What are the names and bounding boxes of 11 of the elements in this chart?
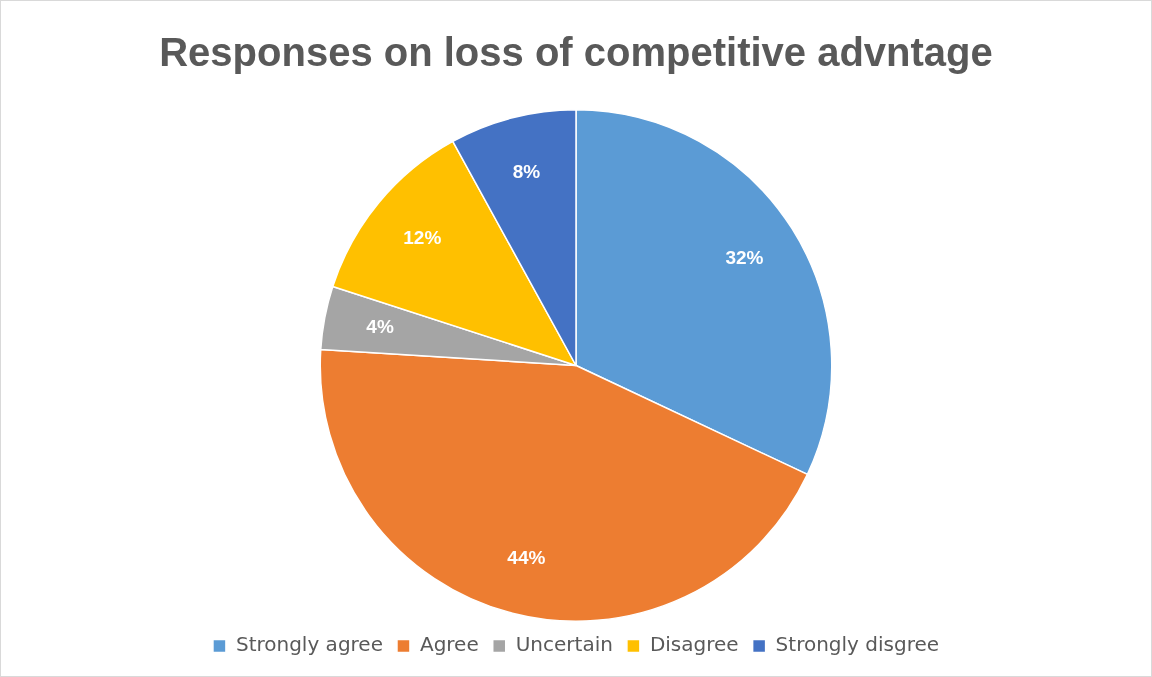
data-label: 32% xyxy=(725,246,764,268)
legend-label: Strongly agree xyxy=(235,632,383,657)
legend-label: Agree xyxy=(419,632,479,657)
data-label: 44% xyxy=(507,546,546,568)
data-label: 4% xyxy=(366,316,394,338)
legend-label: Disagree xyxy=(649,632,739,657)
legend-label: Uncertain xyxy=(515,632,613,657)
data-label: 12% xyxy=(403,226,442,248)
legend-label: Strongly disgree xyxy=(775,632,940,657)
data-label: 8% xyxy=(512,160,541,182)
chart-title: Responses on loss of competitive advntage xyxy=(159,30,993,75)
